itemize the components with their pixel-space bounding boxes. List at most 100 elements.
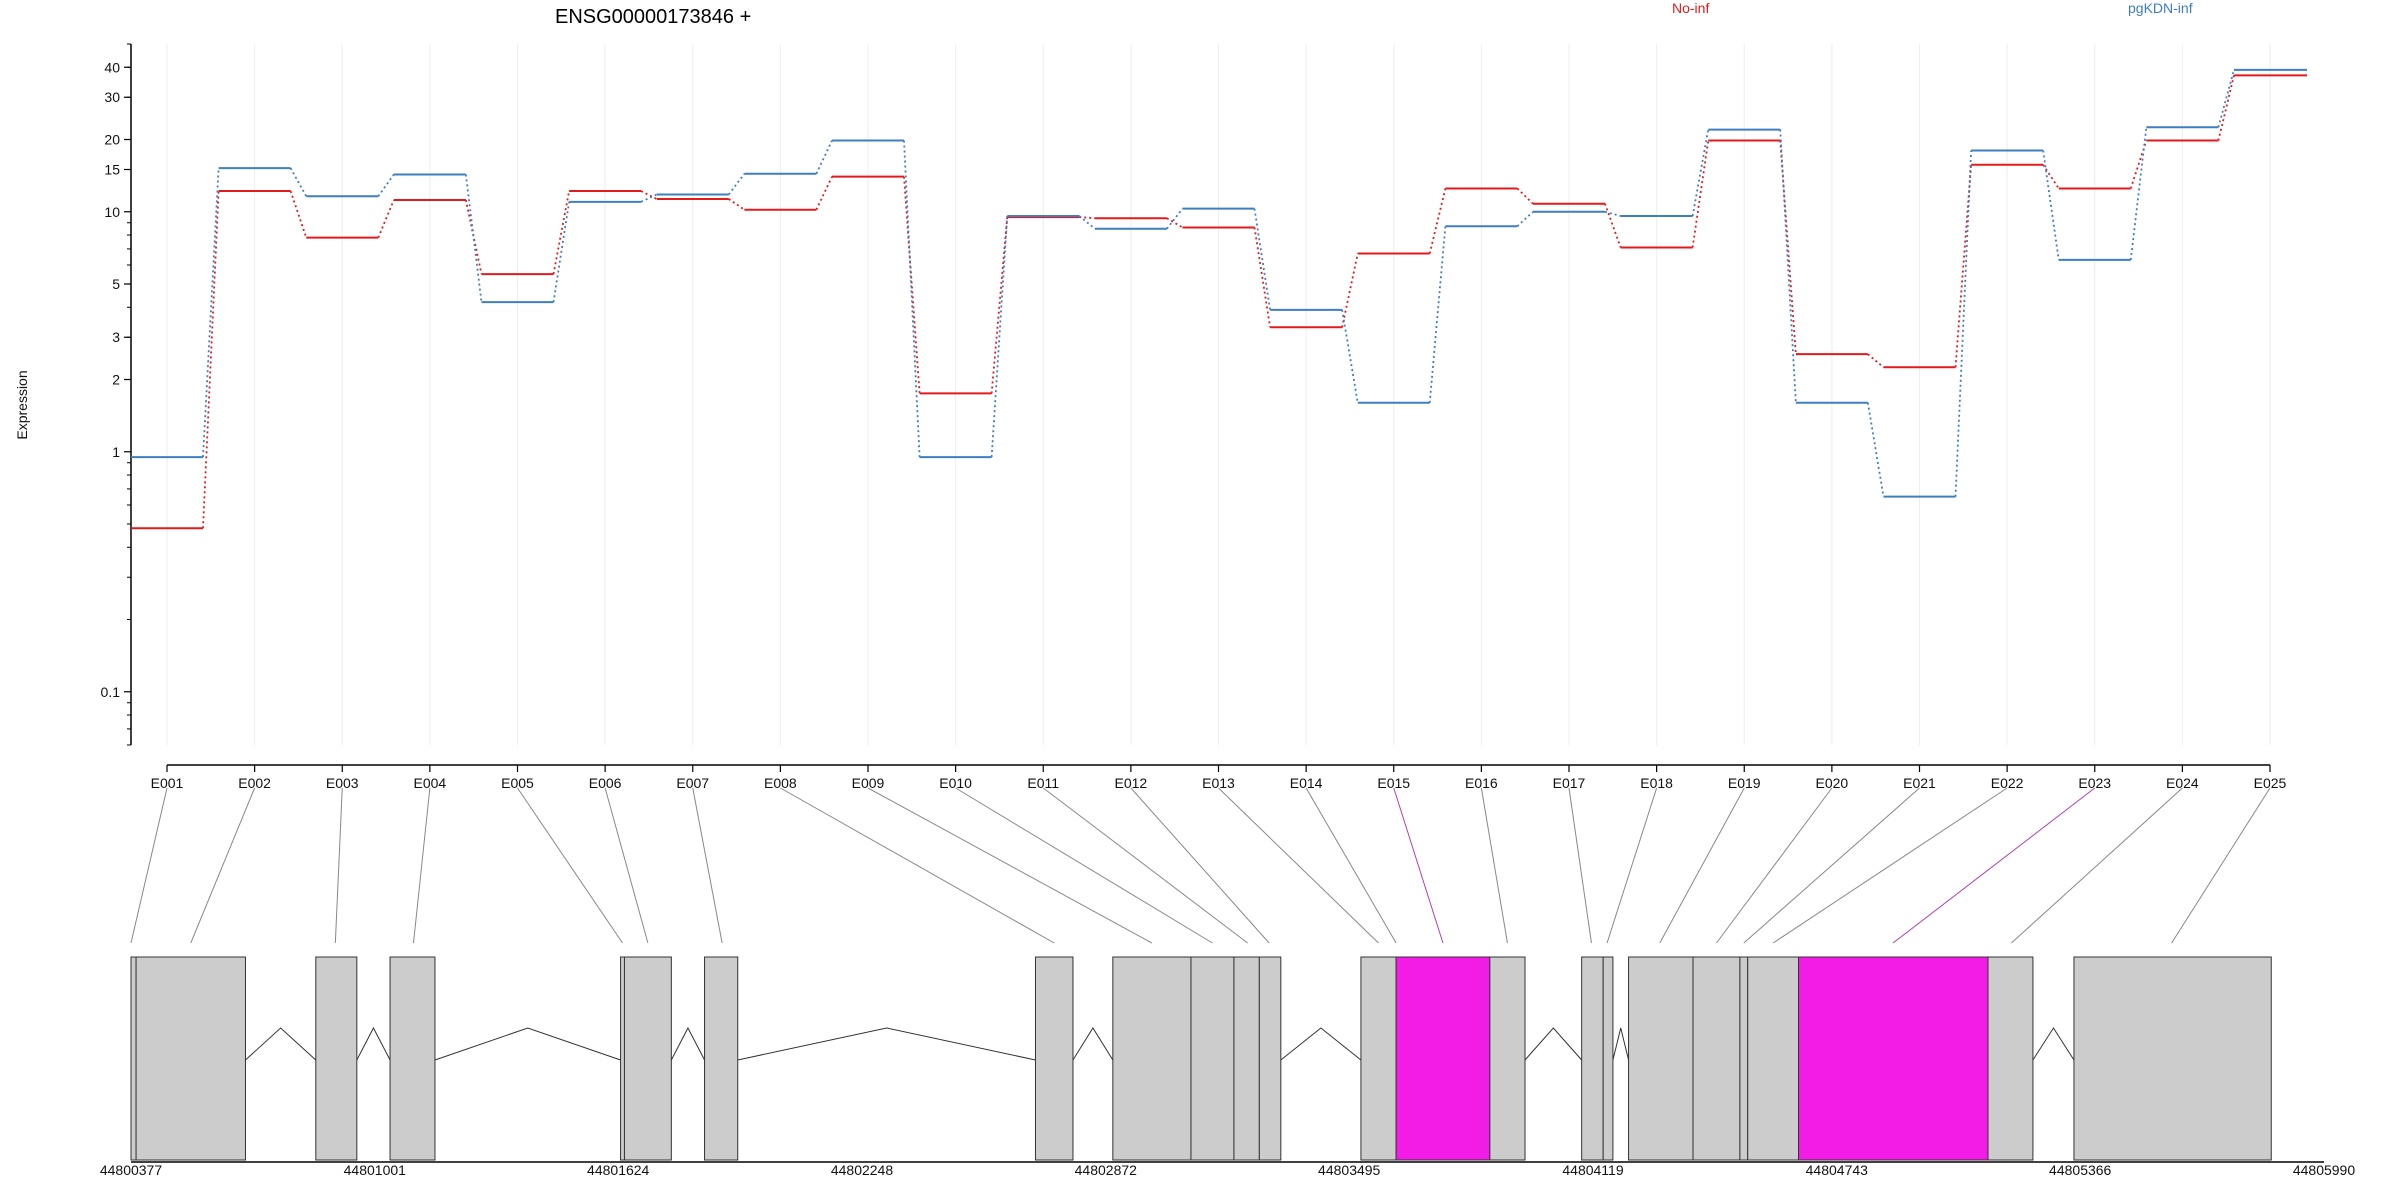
series-connector [1516, 187, 1534, 205]
exon-link-e018 [1606, 787, 1658, 944]
exon-link-e023 [1892, 787, 2096, 944]
y-tick-label: 5 [112, 276, 120, 292]
exon-box [1692, 956, 1741, 1161]
y-tick-label: 15 [104, 161, 120, 177]
exon-link-e017 [1568, 787, 1592, 944]
exon-box [2073, 956, 2272, 1161]
exon-link-e012 [1130, 787, 1270, 944]
y-tick-label: 1 [112, 444, 120, 460]
exon-link-e010 [955, 787, 1213, 944]
y-axis-label: Expression [14, 370, 30, 439]
exon-box [623, 956, 672, 1161]
series-connector [1954, 164, 1973, 368]
series-connector [377, 199, 395, 238]
genome-axis-label: 44804119 [1562, 1162, 1623, 1178]
x-tick-label-e006: E006 [589, 775, 622, 791]
exon-link-e001 [130, 787, 168, 944]
exon-box [1190, 956, 1235, 1161]
exon-link-e002 [190, 787, 256, 944]
series-connector [1691, 140, 1710, 248]
series-connector [289, 190, 308, 238]
series-connector [1428, 188, 1447, 254]
intron-line [1280, 1027, 1362, 1061]
genome-axis-label: 44805990 [2293, 1162, 2356, 1178]
genome-axis-label: 44801001 [344, 1162, 407, 1178]
exon-box [1628, 956, 1694, 1161]
exon-box [135, 956, 246, 1161]
genome-axis-label: 44804743 [1806, 1162, 1869, 1178]
x-tick-label-e023: E023 [2078, 775, 2111, 791]
exon-box [1258, 956, 1282, 1161]
y-tick-label: 2 [112, 372, 120, 388]
y-axis: 0.1 1 2 3 5 10 15 20 30 40 [101, 43, 132, 746]
exon-link-e005 [517, 787, 623, 944]
exon-box [130, 956, 137, 1161]
series-connector [990, 215, 1009, 458]
series-connector [1341, 309, 1359, 403]
exon-link-e022 [1772, 787, 2008, 944]
exon-link-e003 [334, 787, 343, 944]
intron-line [245, 1027, 317, 1061]
exon-link-e024 [2011, 787, 2183, 944]
x-tick-label-e001: E001 [151, 775, 184, 791]
exon-link-e006 [604, 787, 649, 944]
exon-box [1987, 956, 2034, 1161]
exon-link-e007 [692, 787, 723, 944]
x-tick-label-e009: E009 [852, 775, 885, 791]
exon-link-e009 [867, 787, 1153, 944]
series-connector [1866, 402, 1885, 497]
series-lines [131, 68, 2307, 530]
exon-link-e015 [1393, 787, 1444, 944]
exon-link-e011 [1042, 787, 1248, 944]
x-tick-label-e013: E013 [1202, 775, 1235, 791]
x-tick-label-e014: E014 [1290, 775, 1323, 791]
series-connector [1779, 140, 1797, 355]
intron-line [1072, 1027, 1114, 1061]
exon-box [1489, 956, 1526, 1161]
genome-axis-label: 44802872 [1075, 1162, 1138, 1178]
x-tick-label-e010: E010 [939, 775, 972, 791]
series-connector [552, 190, 571, 275]
series-connector [1078, 215, 1096, 230]
x-tick-label-e021: E021 [1903, 775, 1936, 791]
series-connector [1341, 253, 1359, 328]
series-connector [2129, 140, 2148, 189]
genome-axis-label: 44800377 [100, 1162, 163, 1178]
exon-link-e020 [1716, 787, 1833, 944]
y-tick-label: 40 [104, 59, 120, 75]
series-connector [2217, 75, 2235, 141]
exon-box [1395, 956, 1491, 1161]
genome-axis-label: 44805366 [2049, 1162, 2112, 1178]
grid [166, 44, 2271, 745]
chart-title: ENSG00000173846 + [555, 6, 751, 28]
x-tick-label-e005: E005 [501, 775, 534, 791]
series-connector [1604, 210, 1621, 217]
genome-axis-label: 44802248 [831, 1162, 894, 1178]
x-axis: E001 E002 E003 E004 E005 E006 E007 E008 E009 E010… [151, 764, 2287, 791]
x-tick-label-e007: E007 [676, 775, 709, 791]
x-tick-label-e024: E024 [2166, 775, 2199, 791]
series-connector [1428, 226, 1447, 403]
exon-box [389, 956, 436, 1161]
genome-axis-label: 44801624 [587, 1162, 650, 1178]
intron-line [1612, 1027, 1630, 1061]
series-connector [1166, 208, 1184, 230]
exon-box [1747, 956, 1800, 1161]
series-connector [289, 167, 308, 197]
legend-entry-pgkdn-inf: pgKDN-inf [2128, 0, 2193, 16]
intron-line [356, 1026, 391, 1061]
exon-box [1360, 956, 1397, 1161]
series-connector [728, 173, 746, 196]
exon-box [620, 956, 625, 1161]
series-connector [2129, 127, 2148, 261]
exon-box [1112, 956, 1192, 1161]
series-connector [728, 198, 745, 211]
series-connector [1516, 211, 1534, 227]
series-pgkdn-inf [131, 68, 2307, 498]
x-tick-label-e019: E019 [1728, 775, 1761, 791]
series-connector [1166, 217, 1183, 229]
x-tick-label-e002: E002 [238, 775, 271, 791]
exon-box [704, 956, 739, 1161]
intron-line [670, 1026, 705, 1061]
